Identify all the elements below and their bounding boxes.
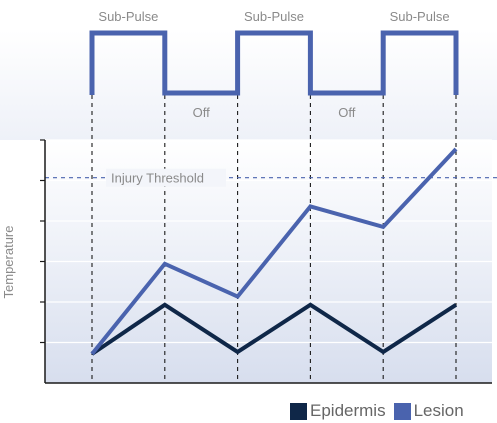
legend-swatch-lesion bbox=[393, 402, 411, 420]
sub-pulse-label: Sub-Pulse bbox=[244, 9, 304, 24]
legend-label-lesion: Lesion bbox=[413, 401, 464, 420]
off-label: Off bbox=[338, 105, 355, 120]
legend-item-lesion: Lesion bbox=[393, 401, 464, 421]
threshold-label-background bbox=[106, 168, 226, 187]
series-line-lesion bbox=[90, 147, 458, 356]
legend: Epidermis Lesion bbox=[290, 400, 464, 422]
sub-pulse-label: Sub-Pulse bbox=[390, 9, 450, 24]
legend-item-epidermis: Epidermis bbox=[290, 401, 386, 421]
pulse-panel-background bbox=[0, 30, 497, 140]
y-axis-label: Temperature bbox=[1, 226, 16, 299]
injury-threshold-label: Injury Threshold bbox=[111, 171, 204, 186]
off-label: Off bbox=[193, 105, 210, 120]
series-line-epidermis bbox=[90, 302, 458, 356]
legend-label-epidermis: Epidermis bbox=[310, 401, 386, 420]
legend-swatch-epidermis bbox=[290, 402, 307, 420]
sub-pulse-label: Sub-Pulse bbox=[98, 9, 158, 24]
pulse-train bbox=[89, 30, 459, 96]
